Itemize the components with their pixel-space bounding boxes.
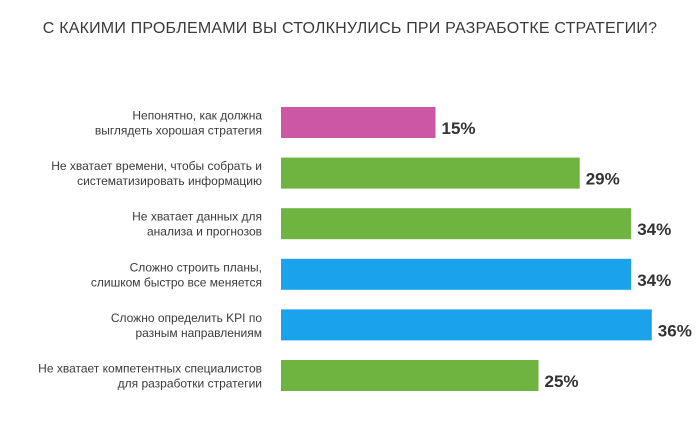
category-label: Не хватает данных для анализа и прогнозов: [132, 210, 262, 239]
bar-row: Сложно определить KPI по разным направлен…: [111, 309, 692, 341]
category-label-line: для разработки стратегии: [118, 377, 262, 391]
bar-row: Сложно строить планы, слишком быстро все …: [91, 258, 671, 290]
bar: [281, 258, 632, 290]
category-label-line: выглядеть хорошая стратегия: [95, 124, 262, 138]
data-label: 29%: [586, 170, 620, 189]
category-label-line: анализа и прогнозов: [147, 225, 262, 239]
bar: [281, 107, 436, 138]
bar: [281, 208, 632, 240]
data-label: 36%: [658, 321, 692, 340]
category-label: Не хватает времени, чтобы собрать и систе…: [51, 159, 262, 188]
data-label: 34%: [637, 271, 671, 290]
bar-row: Не хватает компетентных специалистов для …: [38, 360, 579, 391]
category-label-line: Непонятно, как должна: [132, 109, 262, 123]
bar: [281, 157, 580, 189]
category-label: Сложно строить планы, слишком быстро все …: [91, 260, 262, 289]
category-label-line: Сложно строить планы,: [130, 260, 262, 274]
data-label: 25%: [545, 372, 579, 391]
category-label: Не хватает компетентных специалистов для …: [38, 362, 262, 391]
category-label-line: Не хватает компетентных специалистов: [38, 362, 262, 376]
category-label-line: систематизировать информацию: [77, 174, 262, 188]
data-label: 34%: [637, 220, 671, 239]
bar-row: Непонятно, как должна выглядеть хорошая с…: [95, 107, 476, 138]
category-label-line: слишком быстро все меняется: [91, 275, 262, 289]
bar-row: Не хватает времени, чтобы собрать и систе…: [51, 157, 620, 189]
category-label-line: разным направлениям: [135, 326, 262, 340]
bar-row: Не хватает данных для анализа и прогнозов…: [132, 208, 671, 240]
bar: [281, 360, 539, 391]
chart-title: С КАКИМИ ПРОБЛЕМАМИ ВЫ СТОЛКНУЛИСЬ ПРИ Р…: [42, 20, 658, 37]
data-label: 15%: [442, 119, 476, 138]
category-label-line: Сложно определить KPI по: [111, 311, 262, 325]
category-label: Непонятно, как должна выглядеть хорошая с…: [95, 109, 263, 138]
category-label: Сложно определить KPI по разным направлен…: [111, 311, 262, 340]
bar: [281, 309, 652, 341]
category-label-line: Не хватает времени, чтобы собрать и: [51, 159, 262, 173]
category-label-line: Не хватает данных для: [132, 210, 262, 224]
